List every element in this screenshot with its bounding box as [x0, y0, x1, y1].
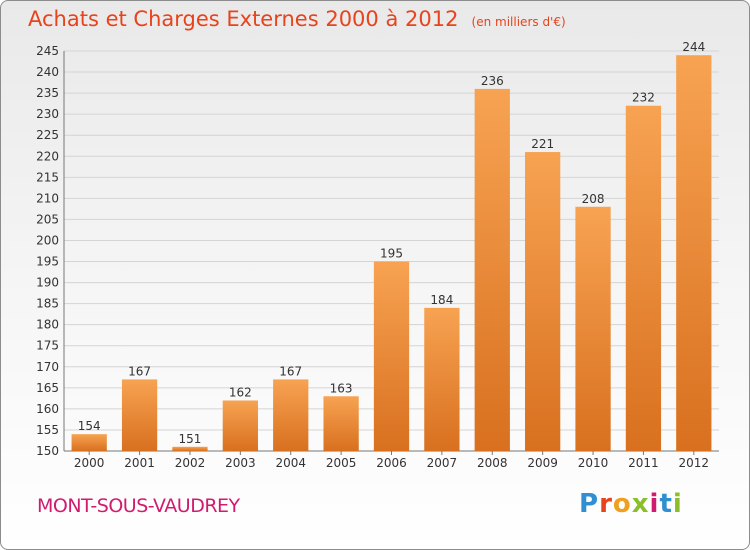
title-block: Achats et Charges Externes 2000 à 2012 (… [28, 7, 566, 31]
data-label: 163 [330, 381, 353, 395]
logo-letter: i [672, 489, 683, 519]
y-tick-label: 205 [36, 212, 59, 226]
x-tick-label: 2009 [527, 456, 558, 470]
bar [273, 379, 309, 451]
data-label: 167 [128, 364, 151, 378]
chart-unit-note: (en milliers d'€) [471, 15, 566, 29]
y-tick-labels: 150 155 160 165 170 175 180 185 190 195 200 205 210 2… [36, 44, 59, 458]
logo-letter: i [649, 489, 660, 519]
x-tick-label: 2002 [175, 456, 206, 470]
bar [121, 379, 158, 451]
chart-title: Achats et Charges Externes 2000 à 2012 [28, 7, 459, 31]
bar [172, 446, 208, 451]
x-tick-label: 2007 [427, 456, 458, 470]
x-tick-label: 2004 [275, 456, 306, 470]
y-tick-label: 220 [36, 149, 59, 163]
data-label: 162 [229, 385, 252, 399]
x-tick-label: 2008 [477, 456, 508, 470]
bars [71, 55, 712, 452]
x-tick-label: 2006 [376, 456, 407, 470]
y-tick-label: 165 [36, 381, 59, 395]
bar [525, 152, 561, 452]
y-tick-label: 180 [36, 318, 59, 332]
data-label: 195 [380, 247, 403, 261]
bar [424, 307, 460, 451]
y-tick-label: 225 [36, 128, 59, 142]
data-labels: 154 167 151 162 167 163 195 184 236 221 208 232 244 [78, 40, 706, 446]
y-tick-label: 175 [36, 339, 59, 353]
x-tick-label: 2012 [679, 456, 710, 470]
x-tick-label: 2005 [326, 456, 357, 470]
y-tick-label: 155 [36, 423, 59, 437]
logo-letter: o [612, 489, 632, 519]
y-tick-label: 160 [36, 402, 59, 416]
bar [323, 396, 359, 451]
data-label: 232 [632, 91, 655, 105]
y-tick-label: 170 [36, 360, 59, 374]
x-tick-label: 2011 [628, 456, 659, 470]
data-label: 184 [430, 293, 453, 307]
proxiti-logo: Proxiti [579, 489, 683, 519]
y-tick-label: 195 [36, 255, 59, 269]
data-label: 151 [179, 432, 202, 446]
data-label: 208 [582, 192, 605, 206]
data-label: 244 [682, 40, 705, 54]
y-tick-label: 240 [36, 65, 59, 79]
data-label: 221 [531, 137, 554, 151]
y-tick-label: 190 [36, 276, 59, 290]
bar [373, 261, 410, 451]
y-tick-label: 215 [36, 170, 59, 184]
y-tick-label: 210 [36, 191, 59, 205]
bar [474, 88, 510, 451]
y-tick-label: 245 [36, 44, 59, 58]
commune-name: MONT-SOUS-VAUDREY [37, 495, 240, 517]
x-tick-label: 2010 [578, 456, 609, 470]
bar [676, 55, 712, 452]
bar [575, 206, 611, 451]
y-tick-label: 200 [36, 233, 59, 247]
x-tick-labels: 2000 2001 2002 2003 2004 2005 2006 2007 2008 2009… [74, 456, 709, 470]
logo-letter: r [599, 489, 613, 519]
x-tick-label: 2001 [124, 456, 155, 470]
data-label: 236 [481, 74, 504, 88]
y-tick-label: 185 [36, 297, 59, 311]
y-tick-label: 150 [36, 444, 59, 458]
logo-letter: x [631, 489, 650, 519]
y-tick-label: 235 [36, 86, 59, 100]
logo-letter: t [659, 489, 673, 519]
bar [625, 105, 662, 451]
x-tick-label: 2003 [225, 456, 256, 470]
x-tick-label: 2000 [74, 456, 105, 470]
bar [71, 434, 107, 451]
data-label: 154 [78, 419, 101, 433]
bar [222, 400, 258, 451]
y-tick-label: 230 [36, 107, 59, 121]
logo-letter: P [579, 489, 600, 519]
data-label: 167 [279, 364, 302, 378]
